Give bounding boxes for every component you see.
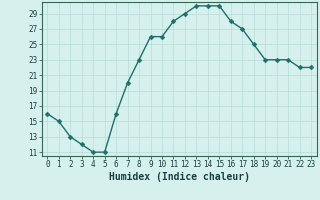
X-axis label: Humidex (Indice chaleur): Humidex (Indice chaleur) (109, 172, 250, 182)
